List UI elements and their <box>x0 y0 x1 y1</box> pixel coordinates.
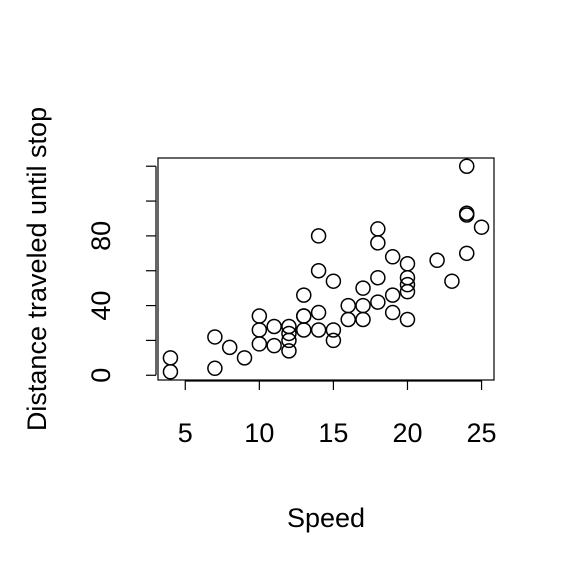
point <box>266 318 282 335</box>
point <box>458 158 475 174</box>
point <box>399 276 416 293</box>
point <box>310 322 327 338</box>
point <box>370 269 386 286</box>
point <box>281 318 297 335</box>
point <box>355 311 371 328</box>
point <box>399 256 416 272</box>
x-tick-label: 5 <box>178 418 193 448</box>
point <box>355 280 371 296</box>
point <box>429 252 445 269</box>
y-tick-label: 80 <box>86 221 116 251</box>
plot-frame <box>157 157 495 381</box>
point <box>296 308 312 324</box>
point <box>296 287 312 303</box>
point <box>473 219 490 235</box>
point <box>355 297 371 314</box>
point <box>281 343 297 359</box>
point <box>325 332 342 349</box>
point <box>444 273 460 289</box>
x-tick-label: 15 <box>318 418 348 448</box>
point <box>281 325 297 342</box>
y-tick-label: 40 <box>86 291 116 321</box>
point <box>384 304 401 321</box>
point <box>370 221 386 237</box>
point <box>384 287 401 303</box>
x-tick-label: 20 <box>392 418 422 448</box>
point <box>370 294 386 310</box>
x-axis-label: Speed <box>287 503 365 533</box>
point <box>266 337 282 354</box>
point <box>458 245 475 262</box>
point <box>296 322 312 338</box>
point <box>207 360 223 377</box>
point <box>325 322 342 338</box>
point <box>310 262 327 279</box>
y-axis-label: Distance traveled until stop <box>22 107 52 431</box>
point <box>251 322 268 338</box>
point <box>399 311 416 328</box>
point <box>236 350 253 366</box>
point <box>207 329 223 345</box>
point <box>310 304 327 321</box>
point <box>370 235 386 251</box>
point <box>325 273 342 289</box>
y-tick-label: 0 <box>86 368 116 383</box>
point <box>310 228 327 244</box>
point <box>162 364 179 380</box>
point <box>340 311 356 328</box>
point <box>251 308 268 324</box>
point <box>251 336 268 352</box>
x-tick-label: 25 <box>467 418 497 448</box>
point <box>221 339 238 356</box>
point <box>340 297 356 314</box>
x-tick-label: 10 <box>244 418 274 448</box>
point <box>384 249 401 265</box>
point <box>162 350 179 366</box>
point <box>458 205 475 222</box>
